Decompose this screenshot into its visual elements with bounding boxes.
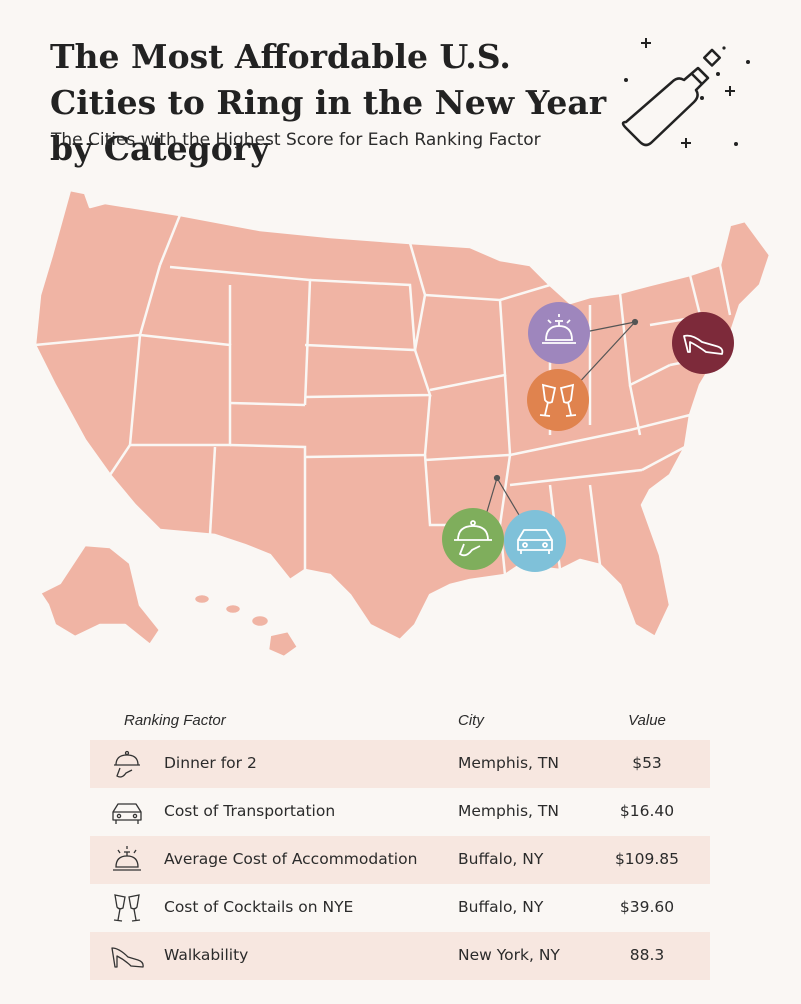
map-badge-transport: [504, 510, 566, 572]
ranking-table: Ranking Factor City Value Dinner for 2 M…: [90, 706, 710, 980]
header-value: Value: [628, 712, 666, 729]
row-city: Buffalo, NY: [458, 850, 544, 868]
car-icon: [110, 796, 144, 828]
map-badge-accommodation: [528, 302, 590, 364]
row-city: Buffalo, NY: [458, 898, 544, 916]
page-subtitle: The Cities with the Highest Score for Ea…: [51, 130, 541, 150]
hawaii-shape-1: [192, 592, 212, 606]
champagne-bottle-icon: [621, 38, 750, 148]
table-row: Walkability New York, NY 88.3: [90, 932, 710, 980]
row-city: Memphis, TN: [458, 754, 559, 772]
map-badge-dinner: [442, 508, 504, 570]
table-row: Dinner for 2 Memphis, TN $53: [90, 740, 710, 788]
us-map: [33, 188, 772, 659]
hawaii-shape-4: [266, 629, 300, 659]
row-factor: Average Cost of Accommodation: [164, 850, 418, 868]
row-factor: Dinner for 2: [164, 754, 257, 772]
service-bell-icon: [542, 314, 576, 344]
table-row: Cost of Transportation Memphis, TN $16.4…: [90, 788, 710, 836]
row-factor: Walkability: [164, 946, 249, 964]
dinner-cloche-icon: [454, 520, 492, 557]
page-title: The Most Affordable U.S. Cities to Ring …: [50, 37, 607, 168]
row-city: New York, NY: [458, 946, 560, 964]
champagne-glasses-icon: [110, 892, 144, 924]
row-value: $16.40: [619, 802, 675, 820]
row-value: 88.3: [629, 946, 665, 964]
row-factor: Cost of Transportation: [164, 802, 336, 820]
row-value: $53: [632, 754, 662, 772]
row-factor: Cost of Cocktails on NYE: [164, 898, 354, 916]
hawaii-shape-2: [223, 602, 243, 616]
champagne-glasses-icon: [539, 383, 577, 417]
row-value: $109.85: [614, 850, 680, 868]
contiguous-us-shape: [33, 188, 772, 642]
row-city: Memphis, TN: [458, 802, 559, 820]
header-factor: Ranking Factor: [124, 712, 226, 729]
service-bell-icon: [110, 844, 144, 876]
hawaii-shape-3: [249, 613, 271, 629]
row-value: $39.60: [619, 898, 675, 916]
table-row: Cost of Cocktails on NYE Buffalo, NY $39…: [90, 884, 710, 932]
table-row: Average Cost of Accommodation Buffalo, N…: [90, 836, 710, 884]
high-heel-icon: [683, 334, 724, 355]
header-city: City: [458, 712, 484, 729]
table-header: Ranking Factor City Value: [90, 706, 710, 740]
map-badge-walkability: [672, 312, 734, 374]
alaska-shape: [38, 543, 162, 647]
map-badge-cocktails: [527, 369, 589, 431]
high-heel-icon: [110, 940, 144, 972]
car-icon: [517, 529, 553, 554]
dinner-cloche-icon: [110, 748, 144, 780]
